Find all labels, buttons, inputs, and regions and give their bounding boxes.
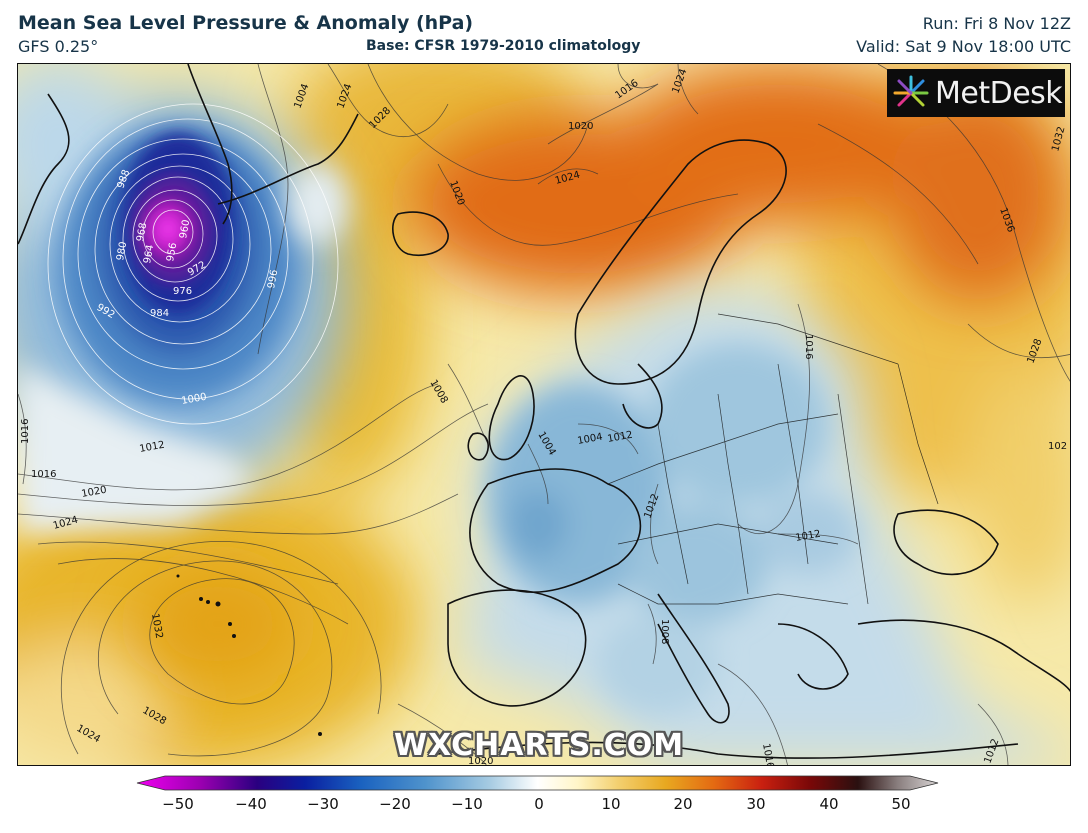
- isobar-label: 1020: [81, 485, 108, 500]
- isobar-label: 102: [1048, 441, 1067, 452]
- wxcharts-watermark: WXCHARTS.COM: [394, 728, 685, 763]
- denmark-coast: [622, 363, 663, 429]
- isobar-label: 984: [150, 308, 169, 319]
- low-isobars: [47, 103, 339, 425]
- country-borders: [607, 313, 939, 605]
- metdesk-logo-icon: [893, 75, 929, 107]
- france-coast: [469, 468, 642, 593]
- colorbar-tick: −40: [235, 795, 267, 813]
- valid-time-label: Valid: Sat 9 Nov 18:00 UTC: [856, 37, 1071, 56]
- turkey-coast: [857, 619, 1070, 693]
- colorbar-tick: −30: [307, 795, 339, 813]
- isobar-label: 1008: [659, 619, 670, 644]
- isobar-label: 1016: [760, 743, 775, 766]
- isobar-label: 956: [165, 242, 179, 263]
- isobar-label: 1016: [20, 419, 31, 444]
- north-africa-coast: [437, 741, 1019, 759]
- climatology-base-label: Base: CFSR 1979-2010 climatology: [366, 38, 641, 54]
- isobar-label: 1016: [31, 469, 56, 480]
- isobar-label: 1004: [577, 432, 604, 447]
- isobar-label: 1000: [181, 392, 208, 407]
- scandinavia-coast: [574, 139, 787, 385]
- strong-positive-anomaly-fields: [138, 64, 1068, 684]
- black-sea-coast: [893, 509, 999, 576]
- greenland-coast: [187, 64, 233, 225]
- colorbar-tick: 0: [534, 795, 544, 813]
- chart-header: Mean Sea Level Pressure & Anomaly (hPa) …: [18, 0, 1071, 62]
- colorbar-scale: [136, 775, 939, 791]
- isobar-label: 1020: [468, 756, 493, 766]
- greece-coast: [777, 623, 849, 690]
- colorbar-tick: 10: [601, 795, 621, 813]
- isobars: [18, 64, 1070, 765]
- colorbar-tick: 40: [819, 795, 839, 813]
- iberia-coast: [447, 589, 587, 707]
- labrador-coast: [18, 93, 70, 245]
- islands: [176, 574, 322, 736]
- isobar-label: 964: [142, 244, 156, 265]
- isobar-label: 980: [115, 241, 129, 262]
- run-time-label: Run: Fri 8 Nov 12Z: [922, 14, 1071, 33]
- metdesk-logo-text: MetDesk: [935, 75, 1063, 111]
- isobar-label: 976: [173, 286, 192, 297]
- chart-title: Mean Sea Level Pressure & Anomaly (hPa): [18, 12, 474, 34]
- metdesk-logo: MetDesk: [887, 69, 1065, 117]
- ireland-coast: [467, 432, 489, 461]
- isobar-label: 1012: [607, 430, 634, 445]
- model-label: GFS 0.25°: [18, 37, 99, 56]
- isobar-label: 996: [266, 269, 280, 290]
- isobar-label: 1012: [795, 529, 822, 544]
- map-canvas: 1004 1024 1028 1016 1024 1032 1020 1024 …: [18, 64, 1070, 766]
- colorbar-tick: −20: [379, 795, 411, 813]
- isobar-label: 968: [135, 222, 149, 243]
- colorbar-tick: 30: [746, 795, 766, 813]
- isobar-label: 1016: [803, 334, 814, 359]
- colorbar-tick: 20: [673, 795, 693, 813]
- negative-anomaly-europe-core: [488, 344, 858, 714]
- italy-coast: [657, 593, 730, 724]
- colorbar: [0, 770, 1088, 833]
- colorbar-tick: 50: [891, 795, 911, 813]
- colorbar-tick: −50: [162, 795, 194, 813]
- isobar-label: 960: [178, 219, 192, 240]
- isobar-label: 1012: [139, 440, 166, 455]
- colorbar-tick: −10: [451, 795, 483, 813]
- low-isobar-label-group: 988 968 960 956 964 980 972 976 984 992 …: [95, 168, 281, 407]
- britain-coast: [488, 375, 535, 461]
- isobar-label: 1020: [568, 121, 593, 132]
- coastlines: [18, 64, 1070, 759]
- pressure-anomaly-map: 1004 1024 1028 1016 1024 1032 1020 1024 …: [17, 63, 1071, 766]
- isobar-label: 1032: [149, 613, 164, 640]
- iceland-coast: [392, 211, 449, 256]
